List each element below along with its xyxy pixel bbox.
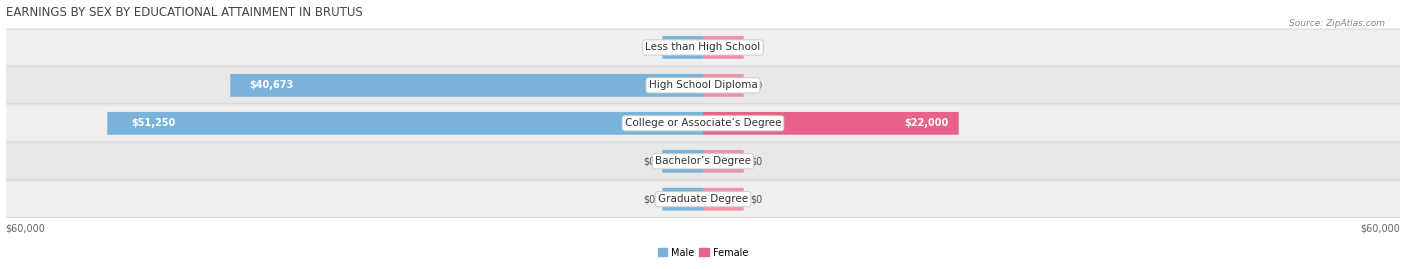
Legend: Male, Female: Male, Female [654, 244, 752, 262]
Text: $60,000: $60,000 [6, 223, 45, 233]
FancyBboxPatch shape [703, 150, 744, 173]
Text: $0: $0 [751, 194, 763, 204]
Text: College or Associate’s Degree: College or Associate’s Degree [624, 118, 782, 128]
FancyBboxPatch shape [662, 36, 703, 59]
FancyBboxPatch shape [6, 143, 1400, 180]
FancyBboxPatch shape [703, 188, 744, 211]
Text: Less than High School: Less than High School [645, 43, 761, 52]
Text: $51,250: $51,250 [131, 118, 176, 128]
Text: High School Diploma: High School Diploma [648, 80, 758, 90]
FancyBboxPatch shape [703, 74, 744, 97]
FancyBboxPatch shape [231, 74, 703, 97]
FancyBboxPatch shape [662, 188, 703, 211]
Text: $0: $0 [643, 43, 655, 52]
Text: $0: $0 [751, 43, 763, 52]
FancyBboxPatch shape [703, 112, 959, 135]
FancyBboxPatch shape [6, 181, 1400, 218]
Text: $0: $0 [751, 80, 763, 90]
Text: $22,000: $22,000 [904, 118, 949, 128]
FancyBboxPatch shape [703, 36, 744, 59]
FancyBboxPatch shape [6, 105, 1400, 142]
FancyBboxPatch shape [6, 67, 1400, 104]
Text: Bachelor’s Degree: Bachelor’s Degree [655, 156, 751, 166]
FancyBboxPatch shape [662, 150, 703, 173]
Text: Source: ZipAtlas.com: Source: ZipAtlas.com [1289, 19, 1385, 28]
FancyBboxPatch shape [6, 29, 1400, 66]
Text: $0: $0 [643, 194, 655, 204]
Text: EARNINGS BY SEX BY EDUCATIONAL ATTAINMENT IN BRUTUS: EARNINGS BY SEX BY EDUCATIONAL ATTAINMEN… [6, 6, 363, 19]
Text: $0: $0 [751, 156, 763, 166]
Text: $60,000: $60,000 [1361, 223, 1400, 233]
FancyBboxPatch shape [107, 112, 703, 135]
Text: Graduate Degree: Graduate Degree [658, 194, 748, 204]
Text: $0: $0 [643, 156, 655, 166]
Text: $40,673: $40,673 [249, 80, 294, 90]
